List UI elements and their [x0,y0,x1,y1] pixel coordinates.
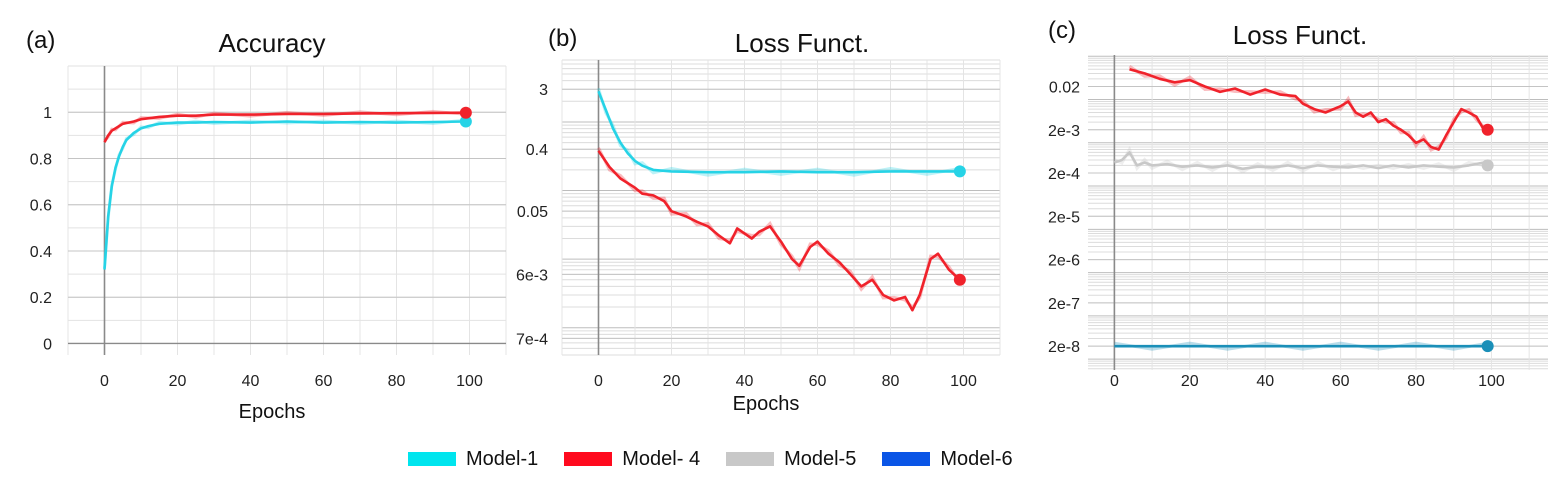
series-endpoint-model-6 [1481,340,1494,353]
panel-label: (c) [1048,17,1076,44]
x-tick-label: 80 [1407,373,1425,390]
y-tick-label: 0.4 [30,244,52,261]
legend-item-model-5: Model-5 [726,448,856,471]
y-tick-label: 6e-3 [516,267,548,284]
series-line-model-5 [1113,151,1489,171]
x-tick-label: 60 [315,373,333,390]
y-tick-label: 0.4 [526,142,548,159]
y-tick-label: 0.6 [30,198,52,215]
legend-swatch-model-5 [726,452,775,466]
series-endpoint-model-4 [1481,123,1494,136]
x-axis-label: Epochs [239,401,306,423]
legend-swatch-model-4 [564,452,613,466]
legend-item-model-6: Model-6 [882,447,1013,471]
y-tick-label: 2e-7 [1048,296,1080,313]
x-tick-label: 40 [736,373,754,390]
legend: Model-1 Model- 4 Model-5 Model-6 [408,442,1039,476]
y-tick-label: 2e-5 [1048,209,1080,226]
y-tick-label: 3 [539,82,548,99]
panel-1: 0 0.2 0.4 0.6 0.8 1 0 20 40 60 80 100 (a) Accuracy Epo… [26,27,507,423]
y-tick-label: 0.02 [1049,79,1080,96]
series-endpoint-model-4 [953,273,966,286]
y-tick-label: 0 [43,336,52,353]
x-tick-label: 100 [1478,373,1505,390]
y-tick-label: 0.8 [30,151,52,168]
legend-item-model-4: Model- 4 [564,448,700,471]
legend-label-model-5: Model-5 [784,447,857,470]
x-tick-label: 80 [882,373,900,390]
series-line-model-1 [597,90,960,174]
x-tick-label: 40 [242,373,260,390]
x-tick-label: 100 [950,373,977,390]
series-endpoint-model-4 [459,106,472,119]
y-tick-label: 2e-3 [1048,123,1080,140]
panel-title: Loss Funct. [735,28,869,58]
panel-title: Loss Funct. [1233,20,1367,50]
y-tick-label: 0.05 [517,204,548,221]
x-tick-label: 40 [1256,373,1274,390]
legend-item-model-1: Model-1 [408,448,538,471]
x-tick-label: 20 [663,373,681,390]
x-tick-label: 100 [456,373,483,390]
x-tick-label: 0 [594,373,603,390]
panel-title: Accuracy [219,28,326,58]
x-tick-label: 20 [169,373,187,390]
legend-swatch-model-1 [408,452,456,466]
legend-swatch-model-6 [882,452,931,466]
panel-3: 0.02 2e-3 2e-4 2e-5 2e-6 2e-7 2e-8 0 20 40 60 80 100… [1048,17,1548,390]
series-line-model-4 [1129,67,1488,151]
series-endpoint-model-5 [1481,159,1494,172]
panel-label: (a) [26,27,55,54]
x-axis-label: Epochs [733,393,800,415]
y-tick-label: 7e-4 [516,331,548,348]
y-tick-label: 1 [43,105,52,122]
series-line-model-1 [103,120,466,270]
y-tick-label: 0.2 [30,290,52,307]
x-tick-label: 60 [1332,373,1350,390]
series-endpoint-model-1 [459,115,472,128]
series-raw-model-1 [103,118,467,269]
x-tick-label: 20 [1181,373,1199,390]
legend-label-model-1: Model-1 [466,447,539,470]
x-tick-label: 0 [100,373,109,390]
x-tick-label: 60 [809,373,827,390]
y-tick-label: 2e-4 [1048,166,1080,183]
series-endpoint-model-1 [953,165,966,178]
y-tick-label: 2e-6 [1048,253,1080,270]
series-line-model-4 [597,150,961,312]
legend-label-model-4: Model- 4 [622,447,701,470]
legend-label-model-6: Model-6 [940,447,1013,470]
panel-label: (b) [548,25,577,52]
panel-2: 3 0.4 0.05 6e-3 7e-4 0 20 40 60 80 100 (b) Loss Func… [516,25,1001,415]
y-tick-label: 2e-8 [1048,339,1080,356]
x-tick-label: 80 [388,373,406,390]
series-line-model-4 [103,111,466,143]
x-tick-label: 0 [1110,373,1119,390]
